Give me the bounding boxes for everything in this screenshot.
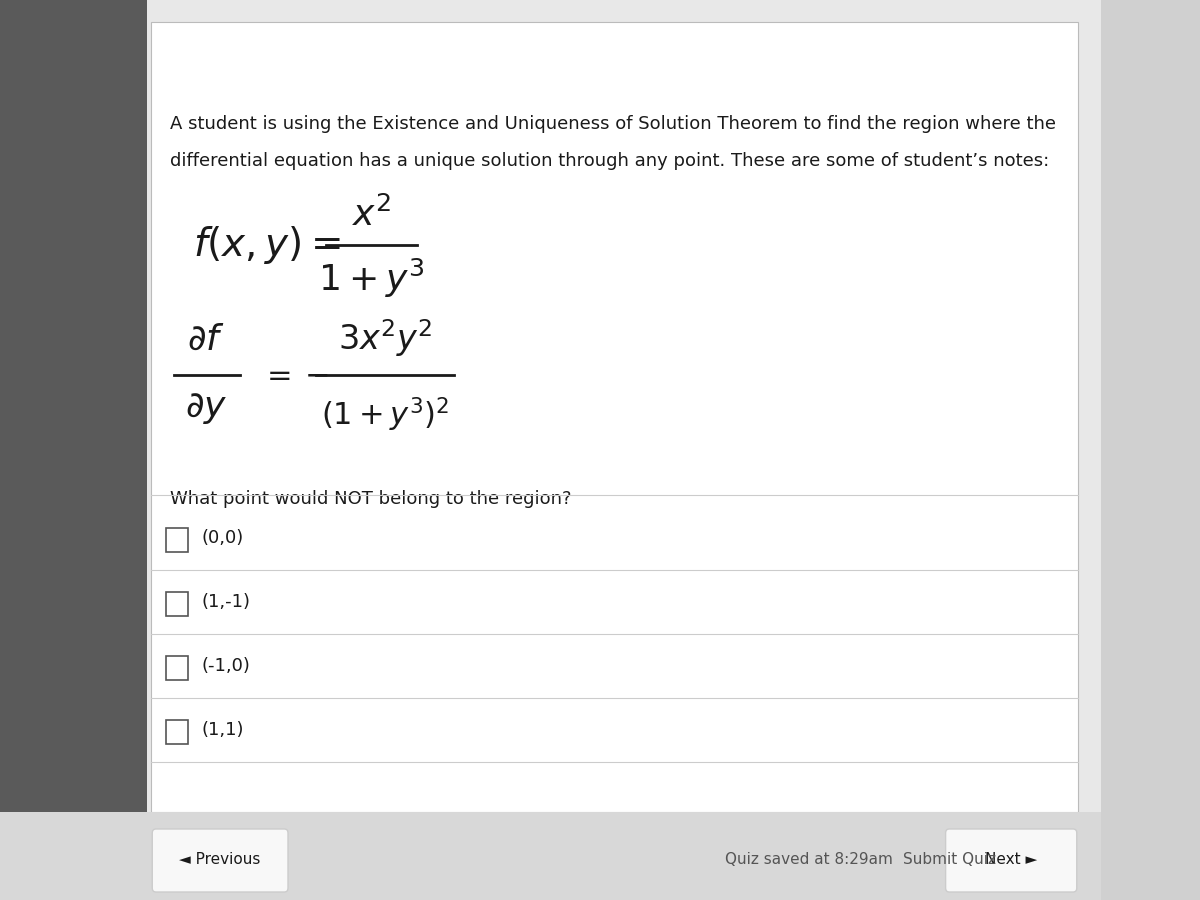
Text: $1+y^3$: $1+y^3$ (318, 256, 425, 300)
Text: $= -$: $= -$ (262, 359, 329, 391)
Text: What point would NOT belong to the region?: What point would NOT belong to the regio… (169, 490, 571, 508)
Polygon shape (0, 0, 146, 900)
Text: differential equation has a unique solution through any point. These are some of: differential equation has a unique solut… (169, 152, 1049, 170)
Text: $\partial f$: $\partial f$ (187, 323, 226, 357)
FancyBboxPatch shape (166, 528, 188, 552)
Text: Quiz saved at 8:29am: Quiz saved at 8:29am (725, 852, 893, 868)
Text: $x^2$: $x^2$ (352, 197, 391, 233)
Text: $(1+y^3)^2$: $(1+y^3)^2$ (322, 396, 449, 435)
Text: Submit Quiz: Submit Quiz (904, 852, 996, 868)
Text: (1,1): (1,1) (202, 721, 245, 739)
FancyBboxPatch shape (166, 592, 188, 616)
FancyBboxPatch shape (146, 0, 1100, 900)
Text: (-1,0): (-1,0) (202, 657, 251, 675)
FancyBboxPatch shape (0, 812, 1100, 900)
Text: (0,0): (0,0) (202, 529, 244, 547)
FancyBboxPatch shape (151, 22, 1078, 812)
Text: A student is using the Existence and Uniqueness of Solution Theorem to find the : A student is using the Existence and Uni… (169, 115, 1056, 133)
FancyBboxPatch shape (166, 656, 188, 680)
Text: $\partial y$: $\partial y$ (185, 391, 228, 426)
Text: $3x^2y^2$: $3x^2y^2$ (338, 317, 432, 359)
FancyBboxPatch shape (166, 720, 188, 744)
FancyBboxPatch shape (946, 829, 1076, 892)
Text: (1,-1): (1,-1) (202, 593, 251, 611)
Text: ◄ Previous: ◄ Previous (180, 852, 260, 868)
FancyBboxPatch shape (152, 829, 288, 892)
Text: Next ►: Next ► (985, 852, 1037, 868)
Text: $f(x,y)=$: $f(x,y)=$ (193, 224, 341, 266)
